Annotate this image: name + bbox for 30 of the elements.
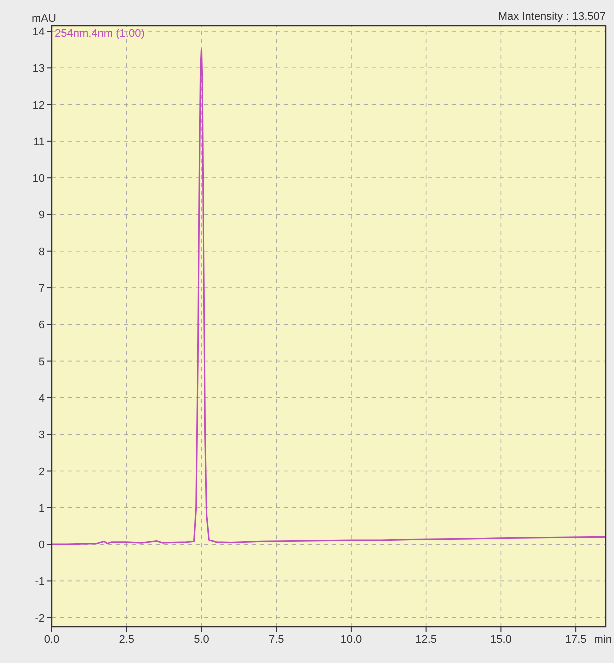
x-tick-label: 15.0 <box>490 634 512 646</box>
y-tick-label: 14 <box>32 26 45 38</box>
x-tick-label: 2.5 <box>119 634 135 646</box>
y-tick-label: 2 <box>38 466 45 478</box>
y-tick-label: 8 <box>38 246 45 258</box>
x-tick-label: 10.0 <box>340 634 362 646</box>
text: Max Intensity : 13,507 <box>498 11 606 23</box>
y-tick-label: 1 <box>38 502 45 515</box>
y-tick-label: 3 <box>38 430 45 442</box>
x-tick-label: 7.5 <box>268 634 284 646</box>
y-tick-label: 13 <box>32 63 45 76</box>
y-tick-label: 11 <box>34 136 45 148</box>
y-tick-label: 5 <box>38 356 45 368</box>
y-tick-label: 10 <box>32 173 45 186</box>
line-series <box>52 48 606 546</box>
y-tick-label: -1 <box>35 576 45 588</box>
y-tick-label: -2 <box>35 612 45 625</box>
x-tick-label: 17.5 <box>565 634 587 646</box>
x-tick-label: 5.0 <box>194 634 210 646</box>
y-tick-label: 0 <box>38 540 45 552</box>
text: 254nm,4nm (1.00) <box>55 28 145 40</box>
x-tick-label: 0.0 <box>44 634 60 646</box>
x-axis-title: min <box>594 634 612 646</box>
y-tick-label: 12 <box>32 100 45 112</box>
y-tick-label: 9 <box>38 210 45 222</box>
y-axis-title: mAU <box>32 13 56 25</box>
y-tick-label: 4 <box>38 392 45 405</box>
y-tick-label: 7 <box>38 283 45 296</box>
y-tick-label: 6 <box>38 320 45 332</box>
x-tick-label: 12.5 <box>416 634 438 646</box>
